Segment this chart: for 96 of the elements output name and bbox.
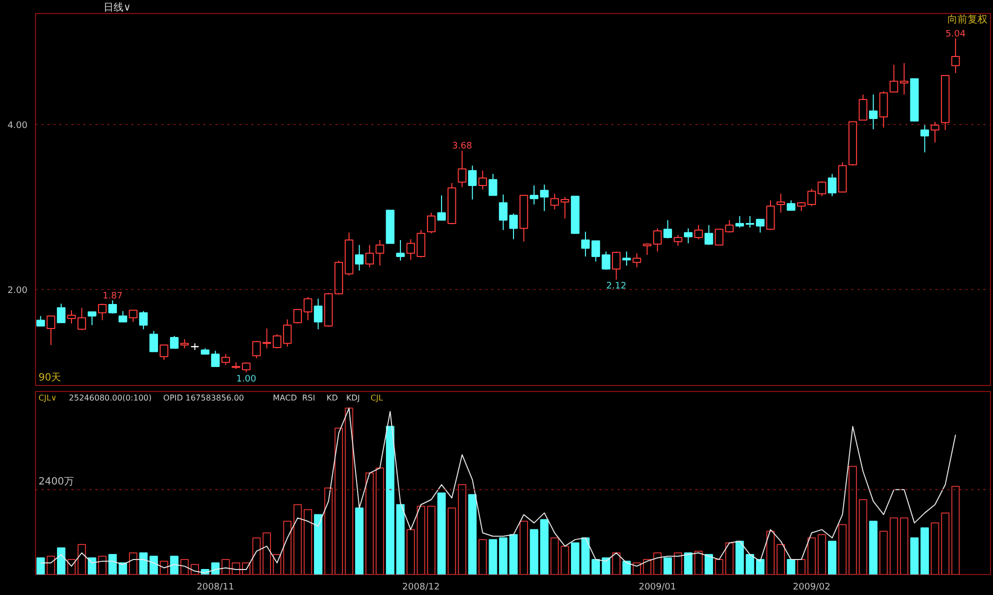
bar xyxy=(478,539,487,574)
bar xyxy=(232,562,240,574)
bar xyxy=(46,556,56,574)
text: KDJ xyxy=(346,394,360,402)
bar xyxy=(581,537,590,574)
candlestick xyxy=(180,338,189,349)
bar xyxy=(170,556,178,574)
bar xyxy=(78,544,86,574)
bar xyxy=(406,529,415,574)
y-tick-label: 4.00 xyxy=(7,120,28,131)
bar xyxy=(776,544,785,574)
bar xyxy=(786,559,796,574)
candlestick xyxy=(314,298,322,330)
bar xyxy=(612,552,621,574)
bar xyxy=(869,520,878,574)
bar xyxy=(910,537,919,574)
chart-title: 日线∨ xyxy=(104,2,131,14)
candlestick xyxy=(632,252,642,268)
candlestick xyxy=(900,62,908,96)
bar xyxy=(150,556,158,574)
bar xyxy=(848,466,857,574)
text: KD xyxy=(326,394,338,402)
bar xyxy=(592,559,600,574)
text: 25246080.00(0:100) xyxy=(68,394,152,402)
bar xyxy=(160,560,168,574)
bar xyxy=(797,559,806,574)
annotation: 1.00 xyxy=(236,374,257,384)
ref-line-label: 2400万 xyxy=(38,476,74,488)
candlestick xyxy=(951,38,960,74)
annotation: 1.87 xyxy=(102,291,123,302)
bar xyxy=(520,520,528,574)
bar xyxy=(756,559,764,574)
annotation: 90天 xyxy=(38,372,62,384)
bar xyxy=(632,562,642,574)
bar xyxy=(139,552,148,574)
text: MACD xyxy=(272,394,297,402)
candlestick xyxy=(920,124,930,153)
bar xyxy=(427,506,436,574)
bar xyxy=(704,554,714,574)
text: OPID 167583856.00 xyxy=(163,394,244,402)
candlestick xyxy=(468,165,477,200)
text: CJL xyxy=(370,394,384,402)
bar xyxy=(324,487,333,574)
x-tick-label: 2009/01 xyxy=(638,582,676,592)
x-tick-label: 2008/11 xyxy=(196,582,234,592)
bar xyxy=(437,492,446,574)
bar xyxy=(622,560,631,574)
bar xyxy=(920,527,929,574)
bar xyxy=(67,559,76,574)
bar xyxy=(448,507,456,574)
candlestick xyxy=(458,150,466,188)
bar xyxy=(98,556,107,574)
bar xyxy=(344,408,354,574)
x-tick-label: 2009/02 xyxy=(792,582,830,592)
bar xyxy=(334,428,343,574)
bar xyxy=(664,557,672,574)
bar xyxy=(858,499,868,574)
bar xyxy=(694,550,703,574)
bar xyxy=(684,552,692,574)
bar xyxy=(416,506,426,574)
bar xyxy=(36,557,45,574)
bar xyxy=(570,542,580,574)
bar xyxy=(468,494,477,574)
bar xyxy=(509,534,518,574)
candlestick xyxy=(869,94,878,130)
bar xyxy=(314,514,322,574)
bar xyxy=(828,540,836,574)
bar xyxy=(242,562,250,574)
bar xyxy=(735,540,744,574)
candlestick xyxy=(776,193,786,214)
bar xyxy=(951,486,960,574)
bar xyxy=(252,537,261,574)
annotation: 向前复权 xyxy=(948,14,988,26)
y-tick-label: 2.00 xyxy=(7,286,28,296)
bar xyxy=(766,530,775,574)
bar xyxy=(488,539,498,574)
annotation: 3.68 xyxy=(452,142,472,152)
bar xyxy=(930,522,940,574)
bar xyxy=(838,524,847,574)
candlestick xyxy=(355,244,364,272)
bar xyxy=(128,552,138,574)
bar xyxy=(221,559,230,574)
bar xyxy=(746,554,754,574)
bar xyxy=(355,507,364,574)
text: CJL∨ xyxy=(38,394,57,402)
annotation: 2.12 xyxy=(606,282,626,292)
bar xyxy=(941,512,950,574)
bar xyxy=(262,532,271,574)
bar xyxy=(900,517,908,574)
bar xyxy=(499,537,508,574)
x-tick-label: 2008/12 xyxy=(402,582,440,592)
text: RSI xyxy=(302,394,316,402)
annotation: 5.04 xyxy=(946,29,966,40)
bar xyxy=(674,552,682,574)
bar xyxy=(458,484,466,574)
bar xyxy=(57,547,66,574)
